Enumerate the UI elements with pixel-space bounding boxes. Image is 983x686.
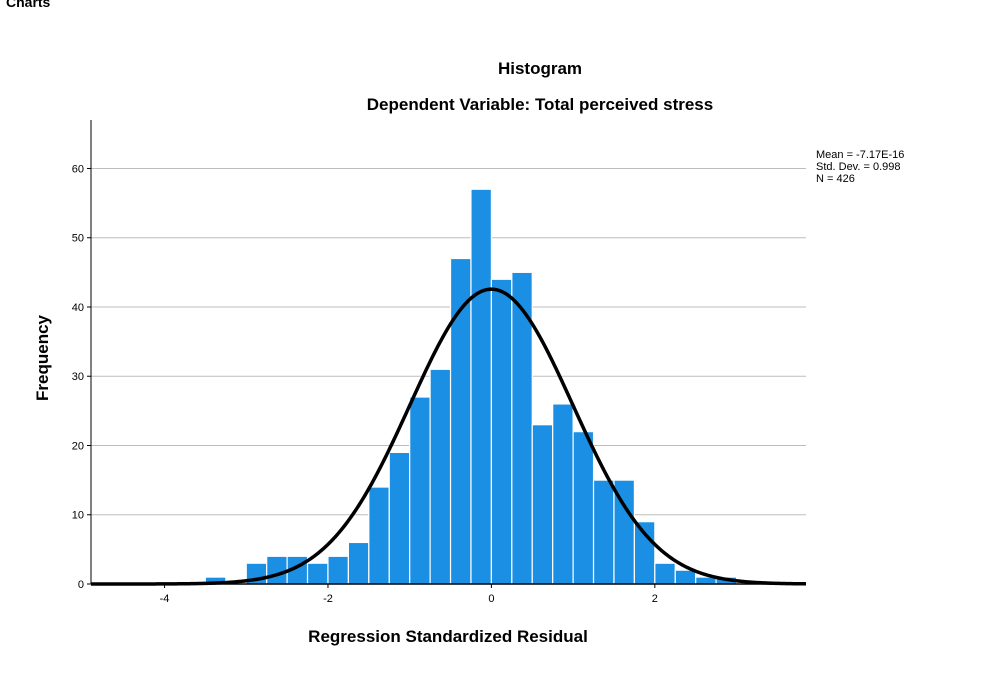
y-tick-label: 50 (72, 233, 84, 245)
histogram-bar (266, 555, 288, 585)
x-axis-label: Regression Standardized Residual (308, 627, 588, 646)
y-ticks: 0 10 20 30 40 50 60 (72, 163, 91, 591)
chart-subtitle: Dependent Variable: Total perceived stre… (367, 95, 713, 114)
chart-title: Histogram (498, 59, 582, 78)
histogram-bar (572, 431, 595, 585)
x-tick-label: -2 (323, 593, 333, 605)
histogram-bar (674, 569, 697, 585)
histogram-bar (592, 479, 615, 585)
stats-legend: Mean = -7.17E-16 Std. Dev. = 0.998 N = 4… (816, 149, 904, 185)
histogram-bar (347, 541, 370, 585)
normal-curve (91, 287, 807, 586)
axes (90, 120, 806, 585)
histogram-bar (552, 403, 574, 585)
histogram-bar (368, 486, 390, 585)
histogram-bars (204, 188, 738, 585)
x-ticks: -4 -2 0 2 (160, 584, 658, 605)
y-axis-label: Frequency (33, 314, 52, 401)
x-tick-label: -4 (160, 593, 170, 605)
grid-lines (91, 167, 806, 516)
y-tick-label: 30 (72, 371, 84, 383)
histogram-bar (306, 562, 329, 585)
histogram-bar (409, 396, 431, 585)
histogram-bar (429, 368, 452, 585)
y-tick-label: 60 (72, 163, 84, 175)
histogram-bar (470, 188, 493, 585)
x-tick-label: 2 (652, 593, 658, 605)
y-tick-label: 10 (72, 510, 84, 522)
x-tick-label: 0 (488, 593, 494, 605)
histogram-bar (327, 555, 350, 585)
stats-n: N = 426 (816, 173, 855, 185)
section-title: Charts (6, 0, 51, 10)
stats-mean: Mean = -7.17E-16 (816, 149, 904, 161)
histogram-bar (388, 451, 411, 585)
y-tick-label: 20 (72, 440, 84, 452)
y-tick-label: 40 (72, 302, 84, 314)
y-tick-label: 0 (78, 579, 84, 591)
histogram-bar (531, 424, 554, 585)
histogram-bar (654, 562, 676, 585)
stats-std-dev: Std. Dev. = 0.998 (816, 161, 901, 173)
histogram-bar (490, 278, 513, 585)
